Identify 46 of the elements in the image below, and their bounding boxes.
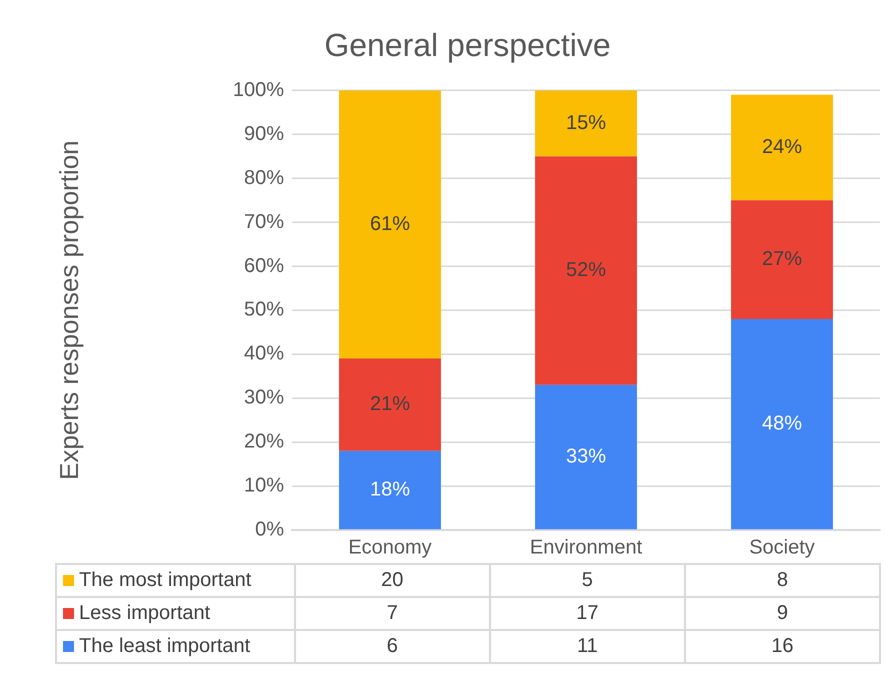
y-tick-label: 80% xyxy=(244,166,284,189)
data-label: 15% xyxy=(566,112,606,134)
text: 16 xyxy=(684,630,880,663)
text: 11 xyxy=(490,630,685,663)
data-label: 52% xyxy=(566,259,606,282)
bar xyxy=(731,200,833,319)
y-tick-label: 50% xyxy=(244,298,284,321)
legend-label: The least important xyxy=(56,630,295,663)
text: 7 xyxy=(294,597,490,630)
y-tick-label: 60% xyxy=(244,254,284,277)
data-label: 48% xyxy=(762,412,802,435)
y-tick-label: 20% xyxy=(244,430,284,453)
bar xyxy=(731,318,833,530)
bar xyxy=(535,384,637,530)
data-label: 61% xyxy=(370,212,410,235)
bar xyxy=(339,358,441,451)
bar xyxy=(535,156,637,385)
y-tick-label: 0% xyxy=(255,518,284,541)
text: 9 xyxy=(684,597,880,630)
data-label: 27% xyxy=(762,248,802,270)
text: 6 xyxy=(294,630,490,663)
text: 5 xyxy=(490,564,685,597)
text: 20 xyxy=(294,564,490,597)
y-tick-label: 30% xyxy=(244,386,284,409)
x-tick-label: Economy xyxy=(348,536,432,559)
data-label: 24% xyxy=(762,136,802,158)
x-tick-label: Society xyxy=(749,536,815,559)
data-label: 21% xyxy=(370,393,410,416)
chart-title: General perspective xyxy=(324,27,611,64)
y-tick-label: 40% xyxy=(244,342,284,365)
legend-label: Less important xyxy=(56,597,295,630)
text: 8 xyxy=(684,564,880,597)
text: 17 xyxy=(490,597,685,630)
legend-label: The most important xyxy=(56,564,295,597)
x-tick-label: Environment xyxy=(530,536,643,559)
y-tick-label: 90% xyxy=(244,122,284,145)
bar xyxy=(535,90,637,156)
data-label: 33% xyxy=(566,446,606,468)
y-axis-title: Experts responses proportion xyxy=(54,140,84,480)
data-label: 18% xyxy=(370,478,410,501)
bar xyxy=(339,450,441,530)
bar xyxy=(731,94,833,200)
y-tick-label: 100% xyxy=(232,78,284,101)
y-tick-label: 70% xyxy=(244,210,284,233)
y-tick-label: 10% xyxy=(244,474,284,497)
bar xyxy=(339,90,441,359)
